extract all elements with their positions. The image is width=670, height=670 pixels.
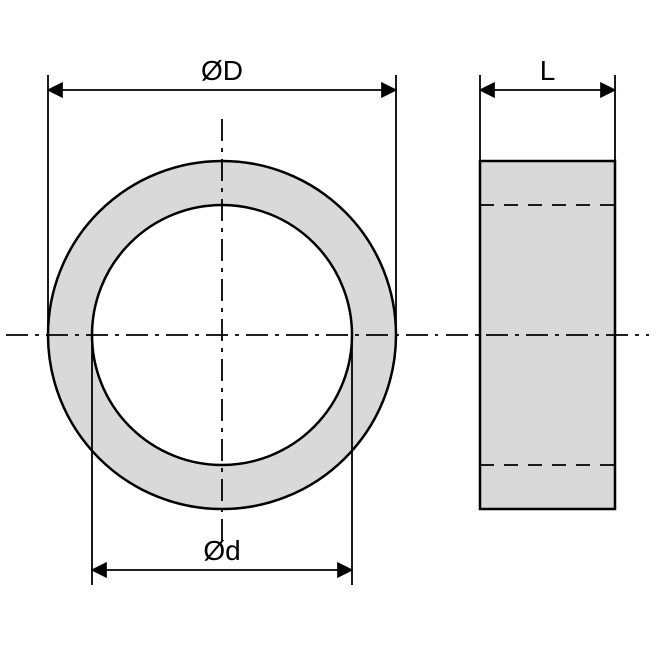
dimension-label-D: ØD — [201, 55, 243, 86]
engineering-drawing: ØD Ød L — [0, 0, 670, 670]
dimension-label-L: L — [540, 55, 556, 86]
side-view — [446, 161, 649, 509]
dimension-label-d: Ød — [203, 535, 240, 566]
front-view — [6, 119, 438, 551]
dimension-length: L — [480, 55, 615, 161]
